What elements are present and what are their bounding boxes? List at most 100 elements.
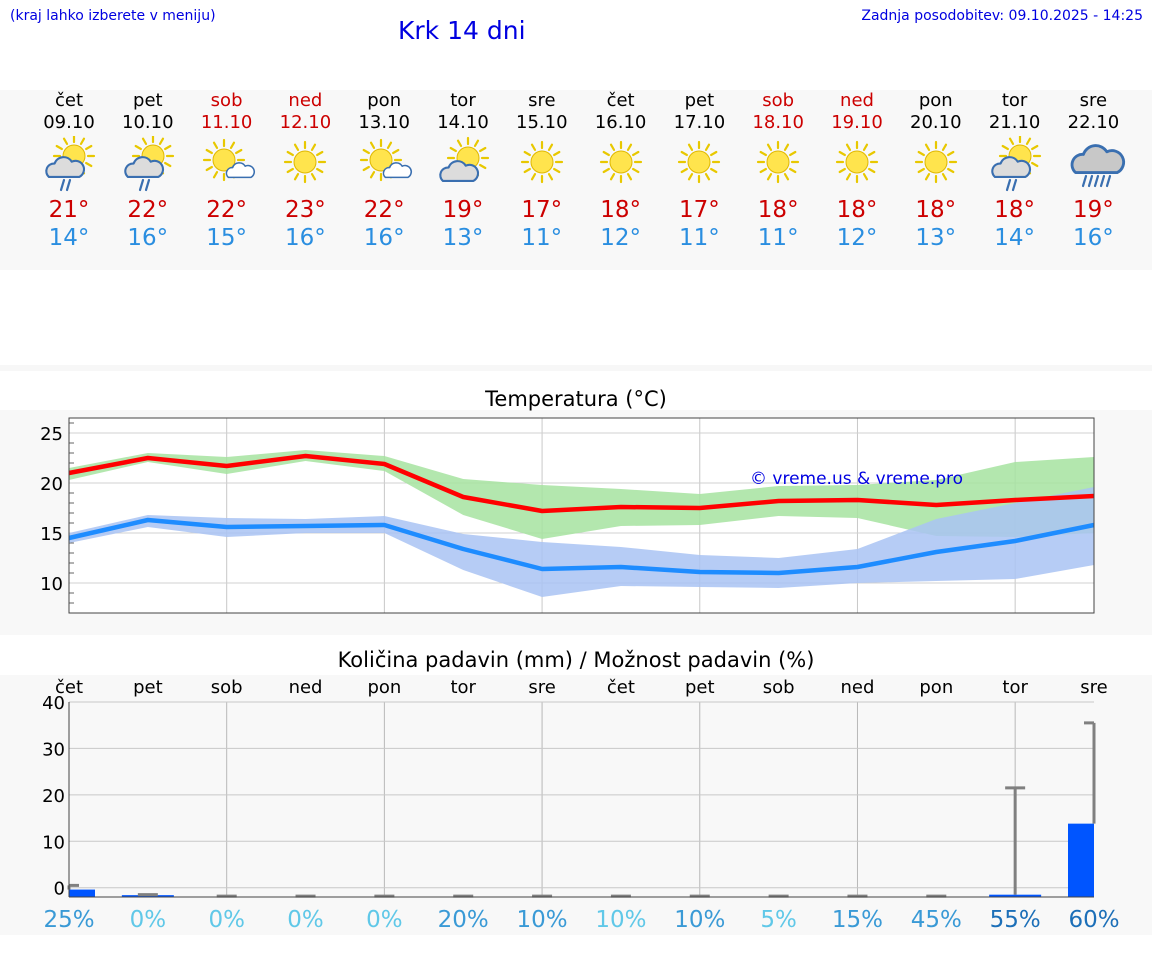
min-temperature: 16°: [1073, 225, 1114, 251]
last-updated: Zadnja posodobitev: 09.10.2025 - 14:25: [861, 8, 1143, 24]
day-date: 21.10: [988, 112, 1041, 133]
page-title: Krk 14 dni: [398, 16, 526, 45]
sun-icon: [914, 140, 957, 184]
precipitation-probability: 55%: [990, 907, 1041, 933]
y-tick-label: 25: [40, 424, 63, 445]
max-temperature: 19°: [1073, 197, 1114, 223]
x-category-label: sre: [528, 677, 555, 698]
forecast-day: tor 14.10 19° 13°: [423, 90, 503, 252]
x-category-label: ned: [841, 677, 875, 698]
max-temperature-range: [69, 450, 1094, 539]
day-name: tor: [1001, 90, 1028, 111]
y-tick-label: 20: [40, 474, 63, 495]
max-temperature: 18°: [836, 197, 878, 223]
day-name: sob: [762, 90, 795, 111]
forecast-day: ned 19.10 18° 12°: [817, 90, 897, 252]
min-temperature-line: [68, 517, 1095, 576]
forecast-day: čet 16.10 18° 12°: [581, 90, 661, 252]
day-date: 15.10: [516, 112, 568, 133]
min-temperature: 14°: [48, 225, 90, 251]
sun-cloud-rain-icon: [45, 134, 96, 192]
location-hint: (kraj lahko izberete v meniju): [10, 8, 216, 24]
day-date: 16.10: [594, 112, 647, 133]
min-temperature: 13°: [442, 225, 484, 251]
day-name: sre: [1079, 90, 1108, 111]
max-temperature: 22°: [206, 197, 247, 223]
precipitation-probability: 5%: [760, 907, 797, 933]
day-name: čet: [606, 90, 635, 111]
day-name: čet: [54, 90, 84, 111]
y-tick-label: 10: [40, 574, 63, 595]
x-category-label: tor: [1002, 677, 1028, 698]
day-name: pet: [133, 90, 163, 111]
forecast-day: sob 18.10 18° 11°: [738, 90, 818, 252]
day-name: pet: [684, 90, 715, 111]
max-temperature: 18°: [600, 197, 641, 223]
max-temperature: 22°: [127, 197, 169, 223]
forecast-day: pet 10.10 22° 16°: [108, 90, 188, 252]
x-category-label: pon: [367, 677, 401, 698]
min-temperature: 15°: [206, 225, 247, 251]
max-temperature: 18°: [915, 197, 957, 223]
forecast-day: tor 21.10 18° 14°: [975, 90, 1055, 252]
day-date: 12.10: [279, 112, 332, 133]
forecast-day: sre 15.10 17° 11°: [502, 90, 582, 252]
forecast-day: pon 13.10 22° 16°: [344, 90, 424, 252]
y-tick-label: 10: [42, 832, 65, 853]
forecast-day: ned 12.10 23° 16°: [265, 90, 345, 252]
sun-icon: [520, 140, 563, 184]
day-date: 10.10: [122, 112, 174, 133]
precipitation-chart-title: Količina padavin (mm) / Možnost padavin …: [337, 648, 815, 672]
y-tick-label: 40: [42, 693, 65, 714]
sun-cloud-rain-icon: [124, 134, 174, 192]
x-category-label: tor: [450, 677, 476, 698]
min-temperature: 14°: [994, 225, 1035, 251]
max-temperature-line: [68, 453, 1095, 514]
precipitation-bar: [1068, 823, 1094, 897]
min-temperature: 12°: [836, 225, 878, 251]
forecast-day: pet 17.10 17° 11°: [659, 90, 739, 252]
day-name: sob: [210, 90, 243, 111]
min-temperature: 16°: [127, 225, 169, 251]
x-category-label: pet: [133, 677, 163, 698]
precipitation-bar: [989, 894, 1042, 897]
max-temperature: 17°: [521, 197, 563, 223]
y-tick-label: 30: [42, 739, 65, 760]
day-name: tor: [450, 90, 476, 111]
precipitation-probability: 0%: [130, 907, 167, 933]
day-date: 09.10: [43, 112, 95, 133]
max-temperature: 22°: [363, 197, 405, 223]
temperature-chart-title: Temperatura (°C): [485, 387, 667, 411]
x-category-label: ned: [289, 677, 323, 698]
day-date: 11.10: [200, 112, 253, 133]
x-category-label: pet: [685, 677, 715, 698]
min-temperature: 13°: [915, 225, 957, 251]
precipitation-probability: 10%: [517, 907, 568, 933]
temperature-chart: 10 15 20 25 © vreme.us & vreme.pro: [40, 417, 1095, 614]
min-temperature: 16°: [363, 225, 405, 251]
sun-icon: [599, 140, 642, 184]
day-date: 22.10: [1067, 112, 1120, 133]
x-category-label: sre: [1080, 677, 1107, 698]
precipitation-probability: 0%: [208, 907, 245, 933]
day-date: 20.10: [910, 112, 962, 133]
min-temperature: 12°: [600, 225, 641, 251]
x-category-label: čet: [55, 677, 83, 698]
precipitation-probability: 20%: [438, 907, 489, 933]
max-temperature: 18°: [757, 197, 799, 223]
x-category-label: pon: [919, 677, 953, 698]
max-temperature: 21°: [48, 197, 90, 223]
cloud-rain-icon: [1071, 144, 1126, 188]
sun-icon: [678, 140, 721, 184]
sun-small-cloud-icon: [360, 138, 413, 182]
forecast-day: sob 11.10 22° 15°: [187, 90, 267, 252]
plot-frame: [68, 417, 1095, 614]
precipitation-probability: 10%: [595, 907, 646, 933]
sun-cloud-rain-icon: [990, 134, 1041, 192]
max-temperature: 19°: [442, 197, 484, 223]
precipitation-probability: 45%: [911, 907, 962, 933]
max-temperature: 23°: [285, 197, 326, 223]
day-name: ned: [288, 90, 323, 111]
forecast-day: pon 20.10 18° 13°: [896, 90, 976, 252]
